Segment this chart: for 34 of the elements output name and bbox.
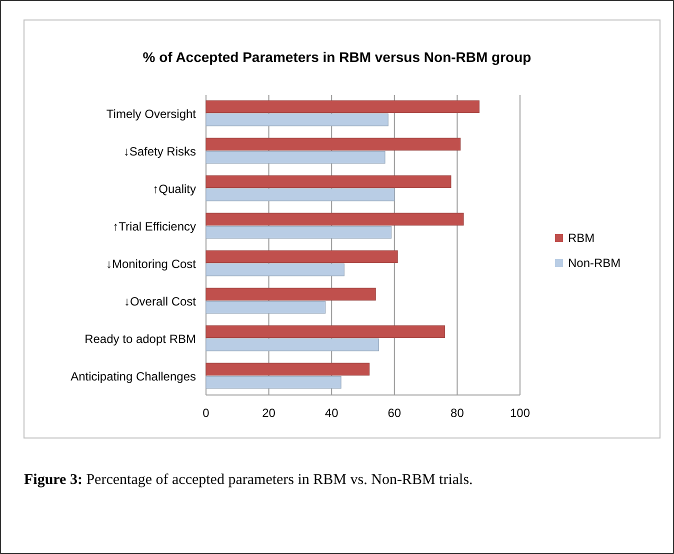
x-tick-label: 40 bbox=[324, 406, 339, 420]
bar bbox=[206, 338, 379, 352]
x-tick-label: 100 bbox=[510, 406, 530, 420]
legend-label: RBM bbox=[568, 231, 595, 245]
y-tick-label: Anticipating Challenges bbox=[70, 369, 196, 384]
bar bbox=[206, 212, 464, 226]
bar bbox=[206, 150, 386, 164]
bar bbox=[206, 100, 480, 114]
bar bbox=[206, 288, 376, 301]
legend-label: Non-RBM bbox=[568, 256, 621, 270]
x-tick-label: 0 bbox=[202, 406, 210, 420]
bar bbox=[206, 188, 395, 202]
bar bbox=[206, 263, 344, 276]
y-tick-label: ↓Safety Risks bbox=[123, 144, 196, 158]
bar bbox=[206, 325, 445, 338]
bar bbox=[206, 138, 461, 151]
y-tick-label: Timely Oversight bbox=[106, 106, 197, 121]
bar bbox=[206, 362, 370, 376]
y-tick-label: ↑Quality bbox=[152, 182, 196, 196]
chart-title: % of Accepted Parameters in RBM versus Non-RBM group bbox=[142, 49, 532, 65]
bar bbox=[206, 175, 452, 188]
bar bbox=[206, 113, 388, 126]
caption: Figure 3: Percentage of accepted parameters in RBM vs. Non-RBM trials. bbox=[24, 472, 473, 488]
x-tick-label: 60 bbox=[388, 406, 402, 420]
y-tick-label: ↑Trial Efficiency bbox=[112, 219, 196, 234]
bar bbox=[206, 300, 326, 314]
x-tick-label: 80 bbox=[450, 406, 464, 420]
bar bbox=[206, 376, 342, 389]
bar bbox=[206, 226, 392, 239]
x-tick-label: 20 bbox=[262, 406, 276, 420]
y-tick-label: Ready to adopt RBM bbox=[84, 332, 196, 346]
y-tick-label: ↓Overall Cost bbox=[124, 294, 197, 308]
bar bbox=[206, 250, 398, 264]
y-tick-label: ↓Monitoring Cost bbox=[106, 256, 197, 271]
